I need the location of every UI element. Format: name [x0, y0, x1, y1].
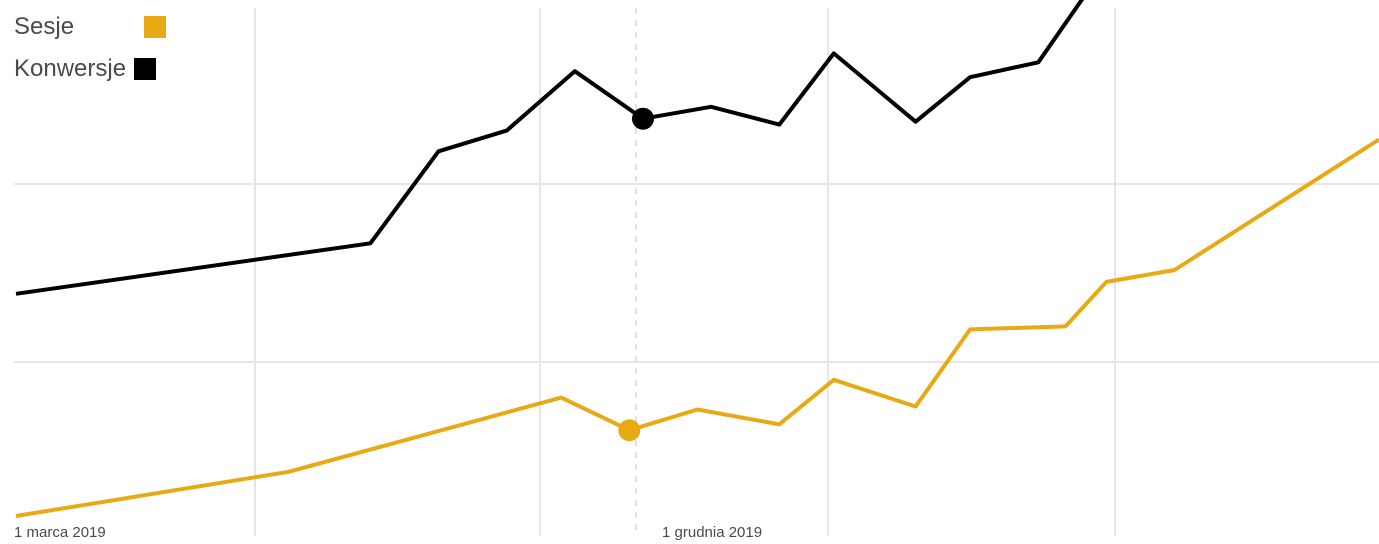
series-line-konwersje[interactable] — [15, 0, 1379, 296]
highlight-point-konwersje[interactable] — [631, 107, 654, 130]
highlight-markers — [618, 107, 654, 442]
highlight-point-sesje[interactable] — [618, 419, 641, 442]
legend-swatch-konwersje — [134, 58, 157, 80]
legend-label-konwersje: Konwersje — [14, 55, 127, 82]
legend-item-konwersje[interactable]: Konwersje — [14, 48, 166, 90]
x-tick-label: 1 grudnia 2019 — [662, 524, 763, 541]
legend: Sesje Konwersje — [14, 6, 167, 90]
x-tick-label: 1 marca 2019 — [14, 524, 106, 541]
legend-label-sesje: Sesje — [14, 13, 75, 40]
gridlines — [14, 8, 1379, 536]
legend-swatch-sesje — [144, 16, 167, 38]
legend-item-sesje[interactable]: Sesje — [14, 6, 167, 48]
series-line-sesje[interactable] — [15, 137, 1379, 518]
series-lines — [15, 0, 1379, 518]
